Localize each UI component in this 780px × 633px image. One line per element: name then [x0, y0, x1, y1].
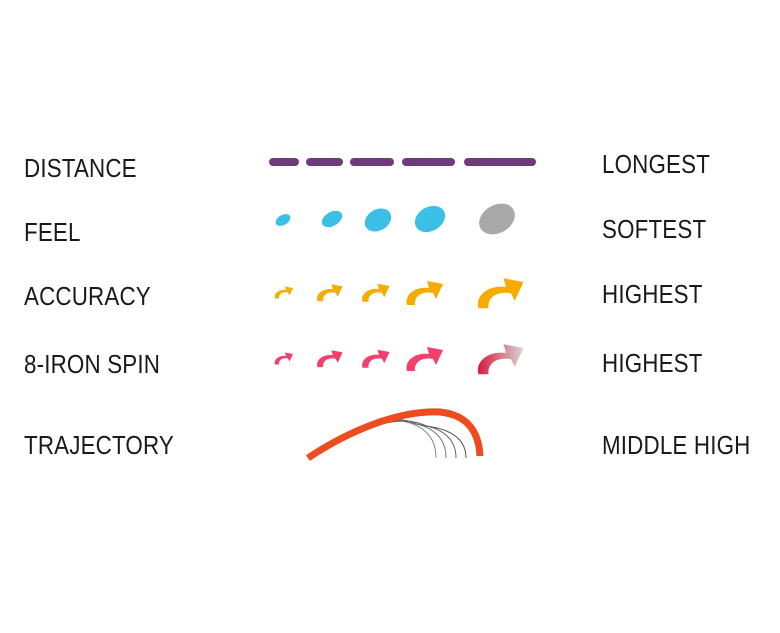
feel-ellipse-4 [414, 205, 446, 233]
rating-feel: SOFTEST [602, 214, 707, 244]
accuracy-arrow-2 [317, 284, 343, 302]
feel-ellipse-5 [479, 203, 515, 235]
row-label-feel: FEEL [24, 217, 81, 247]
rating-accuracy: HIGHEST [602, 279, 703, 309]
spin-arrow-2 [317, 350, 343, 368]
trajectory-curves [306, 408, 484, 461]
accuracy-arrow-1 [274, 286, 293, 299]
trajectory-main [306, 408, 484, 461]
spin-arrows [274, 344, 524, 375]
feel-ellipse-3 [364, 208, 392, 232]
row-label-distance: DISTANCE [24, 153, 137, 183]
spin-arrow-4 [406, 347, 443, 371]
accuracy-arrow-5 [477, 278, 524, 309]
accuracy-arrows [274, 278, 524, 309]
row-label-accuracy: ACCURACY [24, 281, 151, 311]
rating-distance: LONGEST [602, 149, 711, 179]
spin-arrow-5 [477, 344, 524, 375]
accuracy-arrow-4 [406, 281, 443, 305]
trajectory-other-3 [307, 419, 457, 459]
feel-ellipses [275, 203, 515, 235]
row-label-spin: 8-IRON SPIN [24, 349, 161, 379]
feel-ellipse-2 [321, 210, 343, 228]
row-label-trajectory: TRAJECTORY [24, 430, 174, 460]
spin-arrow-3 [362, 349, 390, 368]
spin-arrow-1 [274, 352, 293, 365]
rating-spin: HIGHEST [602, 348, 703, 378]
feel-ellipse-1 [275, 214, 291, 226]
accuracy-arrow-3 [362, 283, 390, 302]
rating-trajectory: MIDDLE HIGH [602, 430, 751, 460]
